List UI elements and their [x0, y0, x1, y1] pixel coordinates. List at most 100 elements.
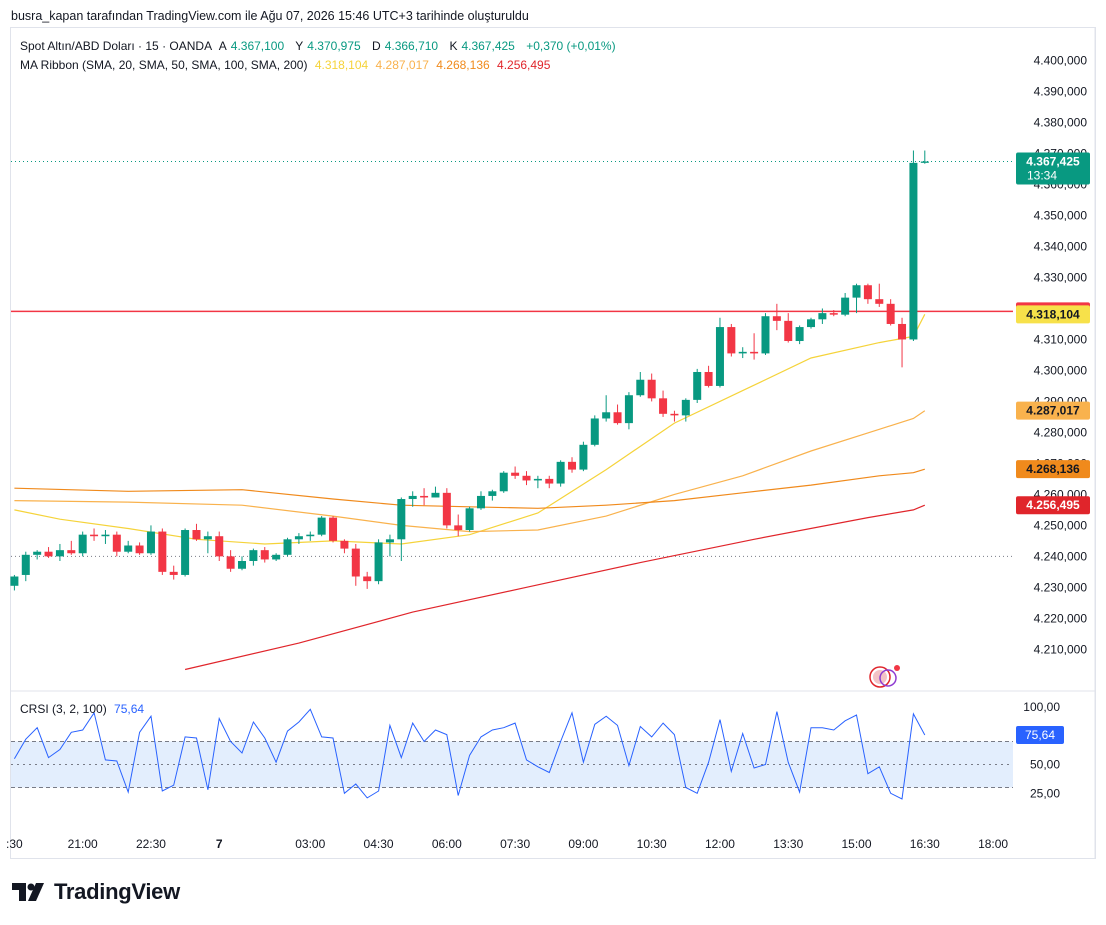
candle-body	[454, 525, 463, 531]
candle-body	[385, 539, 394, 543]
high-value: Y 4.370,975	[295, 39, 361, 53]
time-tick-label: 12:00	[705, 837, 735, 851]
crsi-label[interactable]: CRSI (3, 2, 100)	[20, 702, 107, 716]
candles-layer	[10, 150, 929, 591]
time-axis-layer: :30 21:00 22:30 7 03:00 04:30 06:00 07:30 09:00 1…	[6, 837, 1008, 851]
candle-body	[624, 395, 633, 424]
candle-body	[351, 548, 360, 577]
ma20-value: 4.318,104	[314, 58, 369, 72]
price-tick-label: 4.280,000	[1034, 425, 1088, 439]
time-tick-label: 13:30	[773, 837, 803, 851]
candle-body	[10, 576, 19, 586]
candle-body	[545, 478, 554, 484]
candle-body	[112, 534, 121, 552]
candle-body	[374, 542, 383, 582]
ma-line-sma-50	[14, 410, 926, 533]
price-badges-layer: 4.367,42513:344.319,0714.318,1044.287,01…	[1016, 152, 1090, 515]
symbol-name[interactable]: Spot Altın/ABD Doları · 15 · OANDA	[20, 39, 213, 53]
last-price-badge	[1016, 152, 1090, 185]
close-value: K 4.367,425	[449, 39, 515, 53]
price-tick-label: 4.350,000	[1034, 209, 1088, 223]
candle-body	[738, 351, 747, 354]
ma-line-sma-100	[14, 468, 925, 509]
ma-ribbon-label[interactable]: MA Ribbon (SMA, 20, SMA, 50, SMA, 100, S…	[20, 58, 308, 72]
candle-body	[533, 478, 542, 481]
candle-body	[363, 576, 372, 582]
candle-body	[90, 534, 99, 537]
candle-body	[329, 517, 338, 541]
tradingview-logo-text: TradingView	[54, 879, 180, 904]
candle-body	[294, 536, 303, 540]
price-tick-label: 4.300,000	[1034, 363, 1088, 377]
candle-body	[488, 491, 497, 496]
candle-body	[568, 461, 577, 470]
economic-events-icon[interactable]	[869, 665, 900, 688]
time-tick-label: 09:00	[568, 837, 598, 851]
candle-body	[863, 285, 872, 300]
candle-body	[693, 371, 702, 400]
price-tick-label: 4.380,000	[1034, 116, 1088, 130]
price-tick-label: 4.400,000	[1034, 54, 1088, 68]
ma100-value: 4.268,136	[436, 58, 490, 72]
grid-layer	[11, 28, 1096, 858]
open-value: A 4.367,100	[218, 39, 285, 53]
last-price-badge-label: 4.367,425	[1026, 155, 1080, 169]
ma20-badge	[1016, 305, 1090, 324]
candle-body	[442, 492, 451, 526]
candle-body	[78, 534, 87, 554]
time-tick-label: 18:00	[978, 837, 1008, 851]
candle-body	[135, 545, 144, 554]
price-tick-label: 4.210,000	[1034, 642, 1088, 656]
candle-body	[397, 499, 406, 540]
candle-body	[21, 554, 30, 575]
candle-body	[146, 531, 155, 554]
candle-body	[283, 539, 292, 555]
change-value: +0,370 (+0,01%)	[526, 39, 616, 53]
last-price-badge-countdown: 13:34	[1027, 169, 1057, 183]
ma200-badge-label: 4.256,495	[1026, 498, 1080, 512]
tradingview-logo[interactable]: TradingView	[12, 879, 180, 905]
price-tick-label: 4.250,000	[1034, 518, 1088, 532]
candle-body	[511, 472, 520, 476]
candle-body	[249, 550, 258, 562]
low-value: D 4.366,710	[372, 39, 439, 53]
candle-body	[750, 351, 759, 354]
candle-body	[272, 554, 281, 560]
tradingview-logo-icon	[12, 883, 44, 901]
time-tick-label: :30	[6, 837, 23, 851]
candle-body	[761, 316, 770, 354]
horizontal-line-layer	[11, 161, 1013, 557]
candle-body	[192, 530, 201, 540]
ma100-badge-label: 4.268,136	[1026, 462, 1080, 476]
ma-ribbon-layer	[14, 314, 926, 671]
ma50-badge-label: 4.287,017	[1026, 404, 1080, 418]
time-tick-label: 07:30	[500, 837, 530, 851]
candle-body	[795, 327, 804, 342]
candle-body	[670, 413, 679, 416]
candle-body	[613, 412, 622, 424]
price-legend: Spot Altın/ABD Doları · 15 · OANDA A 4.36…	[20, 39, 620, 53]
candle-body	[124, 545, 133, 552]
price-tick-label: 4.240,000	[1034, 549, 1088, 563]
candle-body	[898, 323, 907, 340]
candle-body	[169, 571, 178, 575]
candle-body	[522, 475, 531, 481]
price-tick-label: 4.220,000	[1034, 611, 1088, 625]
candle-body	[659, 398, 668, 414]
crsi-layer: 100,00 50,00 25,00 75,64	[11, 700, 1064, 800]
ma200-badge	[1016, 496, 1090, 515]
crsi-value: 75,64	[114, 702, 145, 716]
time-tick-label: 22:30	[136, 837, 166, 851]
crsi-tick-label: 25,00	[1030, 786, 1060, 800]
candle-body	[772, 316, 781, 321]
price-tick-label: 4.310,000	[1034, 332, 1088, 346]
time-tick-label: 03:00	[295, 837, 325, 851]
crsi-value-badge-label: 75,64	[1025, 728, 1055, 742]
candle-body	[465, 508, 474, 531]
time-tick-label: 21:00	[68, 837, 98, 851]
candle-body	[556, 461, 565, 484]
candle-body	[317, 517, 326, 535]
candle-body	[238, 561, 246, 569]
ma-ribbon-legend: MA Ribbon (SMA, 20, SMA, 50, SMA, 100, S…	[20, 58, 554, 72]
